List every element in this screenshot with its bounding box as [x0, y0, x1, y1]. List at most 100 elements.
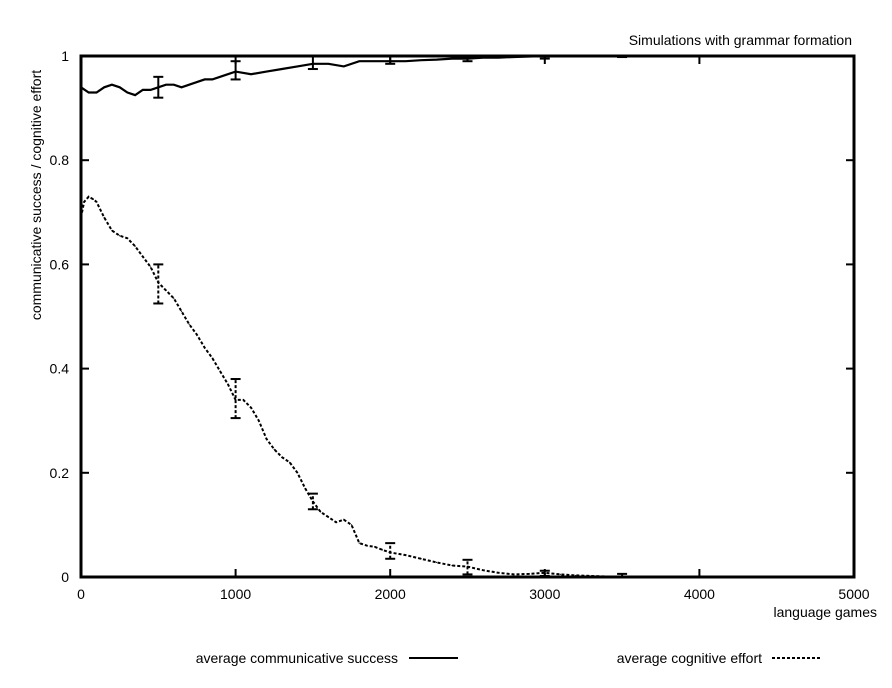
x-tick-label: 5000: [838, 586, 869, 602]
data-point: [327, 63, 329, 65]
error-bar: [230, 60, 241, 81]
data-point: [142, 89, 144, 91]
y-tick-label: 0: [61, 569, 69, 585]
x-tick-label: 0: [77, 586, 85, 602]
data-point: [374, 546, 376, 548]
data-point: [250, 73, 252, 75]
data-point: [265, 438, 268, 440]
error-bar: [462, 558, 473, 576]
data-point: [405, 60, 407, 62]
data-point: [173, 84, 175, 86]
data-point: [196, 81, 198, 83]
data-point: [204, 347, 206, 349]
data-point: [103, 86, 105, 88]
data-point: [335, 521, 337, 523]
y-tick-label: 0.6: [50, 256, 70, 272]
y-tick-label: 0.8: [50, 152, 70, 168]
data-point: [358, 60, 360, 62]
data-point: [88, 91, 90, 94]
data-point: [211, 78, 214, 81]
data-point: [119, 86, 121, 88]
error-bar: [385, 542, 396, 560]
data-point: [227, 383, 229, 385]
legend-item: average communicative success: [196, 650, 458, 666]
data-point: [405, 554, 407, 556]
data-point: [165, 84, 167, 86]
data-point: [134, 245, 136, 247]
data-point: [95, 91, 98, 94]
data-point: [304, 487, 306, 490]
data-point: [420, 558, 422, 560]
data-point: [227, 73, 229, 75]
data-point: [83, 201, 85, 203]
x-axis-label: language games: [773, 604, 877, 620]
data-point: [296, 472, 299, 474]
error-bar: [230, 378, 241, 420]
data-point: [134, 94, 136, 96]
y-tick-label: 1: [61, 48, 69, 64]
data-point: [180, 310, 183, 312]
chart-title: Simulations with grammar formation: [629, 32, 852, 48]
data-point: [420, 59, 422, 61]
data-point: [165, 289, 167, 292]
data-point: [435, 59, 438, 61]
plot-area: 0 1000 2000 3000 4000 5000 0 0.2 0.4 0.6 0.8 1: [50, 48, 870, 602]
data-point: [111, 229, 113, 232]
data-point: [180, 86, 183, 88]
data-point: [366, 545, 368, 547]
x-tick-label: 4000: [684, 586, 715, 602]
y-tick-label: 0.4: [50, 361, 70, 377]
data-point: [149, 89, 152, 91]
error-bar: [153, 263, 164, 305]
data-point: [513, 573, 515, 575]
data-point: [119, 235, 121, 237]
data-point: [358, 542, 360, 544]
data-point: [219, 76, 221, 78]
data-point: [242, 399, 244, 401]
data-point: [95, 201, 98, 203]
data-point: [435, 561, 438, 564]
data-point: [92, 198, 94, 200]
data-point: [196, 334, 198, 336]
data-point: [528, 573, 530, 575]
data-point: [188, 84, 190, 86]
x-tick-label: 1000: [220, 586, 251, 602]
data-point: [374, 60, 376, 62]
data-point: [126, 91, 128, 94]
data-point: [204, 78, 206, 81]
data-point: [451, 58, 453, 60]
data-point: [88, 196, 90, 198]
error-bar: [307, 55, 318, 71]
data-point: [149, 266, 152, 268]
data-point: [273, 448, 275, 450]
data-point: [320, 511, 322, 513]
data-point: [142, 255, 144, 258]
data-point: [281, 456, 283, 458]
error-bar: [153, 75, 164, 99]
data-point: [451, 564, 453, 567]
y-tick-label: 0.2: [50, 465, 70, 481]
data-point: [343, 65, 345, 68]
legend-label: average cognitive effort: [617, 650, 762, 666]
data-point: [211, 357, 214, 359]
legend-label: average communicative success: [196, 650, 398, 666]
data-point: [281, 68, 283, 70]
data-point: [219, 370, 221, 372]
x-tick-label: 3000: [529, 586, 560, 602]
data-point: [497, 572, 500, 574]
data-point: [250, 407, 252, 409]
data-point: [482, 569, 484, 571]
data-point: [296, 65, 299, 68]
data-point: [111, 84, 113, 86]
data-point: [289, 461, 291, 463]
data-point: [173, 297, 175, 299]
data-point: [343, 519, 345, 521]
data-point: [265, 71, 268, 73]
data-point: [350, 524, 353, 526]
legend-item: average cognitive effort: [617, 650, 820, 666]
data-point: [327, 516, 329, 518]
error-bar: [307, 492, 318, 511]
data-point: [188, 323, 190, 325]
